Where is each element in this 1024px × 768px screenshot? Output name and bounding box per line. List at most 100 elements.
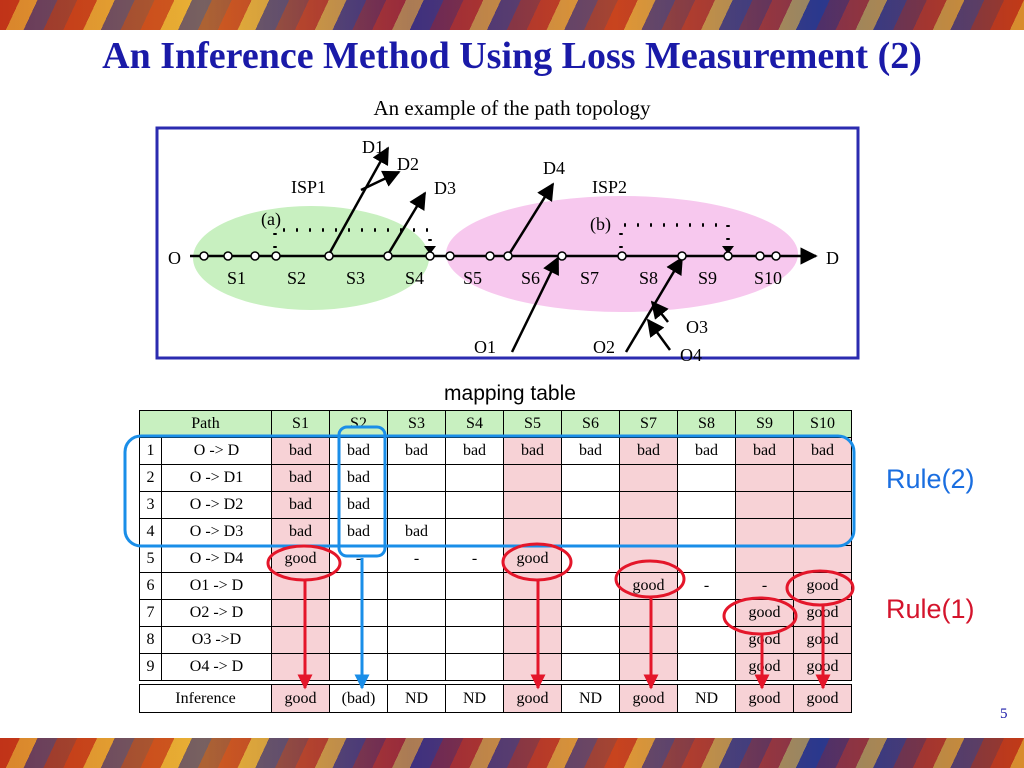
segment-label-s1: S1 <box>227 268 246 288</box>
table-cell <box>503 491 562 519</box>
table-cell <box>561 572 620 600</box>
inference-label: Inference <box>139 684 272 713</box>
table-cell <box>329 599 388 627</box>
table-cell: good <box>735 626 794 654</box>
node <box>223 251 233 261</box>
rule2-label: Rule(2) <box>886 464 975 494</box>
table-row: 8 O3 ->D good good <box>139 626 852 654</box>
table-cell <box>329 572 388 600</box>
row-number: 6 <box>139 572 162 600</box>
header-s5: S5 <box>503 410 562 438</box>
table-cell: good <box>271 545 330 573</box>
table-cell <box>677 545 736 573</box>
table-cell <box>387 653 446 681</box>
table-cell: - <box>387 545 446 573</box>
origin-label-o2: O2 <box>593 337 615 357</box>
node <box>771 251 781 261</box>
table-cell <box>387 599 446 627</box>
row-path: O2 -> D <box>161 599 272 627</box>
marker-label-a: (a) <box>261 209 281 230</box>
branch-from-o4 <box>646 318 672 351</box>
table-cell <box>445 518 504 546</box>
table-cell <box>793 464 852 492</box>
decorative-top-band <box>0 0 1024 30</box>
node <box>617 251 627 261</box>
row-path: O -> D3 <box>161 518 272 546</box>
row-path: O -> D1 <box>161 464 272 492</box>
node <box>485 251 495 261</box>
measurement-path-a <box>273 228 432 249</box>
table-cell <box>503 518 562 546</box>
segment-label-s4: S4 <box>405 268 424 288</box>
path-nodes <box>199 251 781 261</box>
row-path: O -> D4 <box>161 545 272 573</box>
table-cell <box>735 545 794 573</box>
table-cell: bad <box>677 437 736 465</box>
marker-label-b: (b) <box>590 214 611 235</box>
inference-cell: good <box>735 684 794 713</box>
table-cell <box>735 518 794 546</box>
row-number: 8 <box>139 626 162 654</box>
table-cell <box>735 464 794 492</box>
table-cell <box>271 653 330 681</box>
table-cell: bad <box>271 491 330 519</box>
table-cell <box>677 653 736 681</box>
table-cell <box>387 464 446 492</box>
table-cell <box>619 545 678 573</box>
table-cell: good <box>735 599 794 627</box>
destination-label: D <box>826 248 839 268</box>
inference-cell: ND <box>387 684 446 713</box>
table-cell: bad <box>329 518 388 546</box>
segment-label-s6: S6 <box>521 268 540 288</box>
table-cell <box>329 626 388 654</box>
header-s9: S9 <box>735 410 794 438</box>
branch-to-d2 <box>360 170 401 192</box>
table-cell: good <box>793 599 852 627</box>
table-cell <box>387 491 446 519</box>
table-cell <box>619 626 678 654</box>
table-cell <box>445 626 504 654</box>
node <box>503 251 513 261</box>
row-number: 7 <box>139 599 162 627</box>
table-cell <box>677 464 736 492</box>
header-s7: S7 <box>619 410 678 438</box>
inference-cell: good <box>793 684 852 713</box>
table-cell: bad <box>271 464 330 492</box>
table-cell: bad <box>735 437 794 465</box>
table-cell: good <box>793 626 852 654</box>
measurement-arrow-a <box>424 246 436 254</box>
node <box>383 251 393 261</box>
header-s10: S10 <box>793 410 852 438</box>
table-cell <box>445 599 504 627</box>
table-cell <box>561 464 620 492</box>
branch-to-d1 <box>326 146 390 257</box>
table-cell <box>387 626 446 654</box>
inference-cell: good <box>271 684 330 713</box>
table-cell <box>445 491 504 519</box>
rule1-label: Rule(1) <box>886 594 975 624</box>
slide-title: An Inference Method Using Loss Measureme… <box>102 35 922 77</box>
header-s8: S8 <box>677 410 736 438</box>
dest-label-d4: D4 <box>543 158 565 178</box>
table-cell: bad <box>387 518 446 546</box>
node <box>723 251 733 261</box>
dest-label-d3: D3 <box>434 178 456 198</box>
table-cell <box>445 464 504 492</box>
topology-caption: An example of the path topology <box>373 96 651 120</box>
isp1-region <box>193 206 429 310</box>
table-cell <box>619 518 678 546</box>
row-path: O1 -> D <box>161 572 272 600</box>
segment-label-s3: S3 <box>346 268 365 288</box>
node <box>755 251 765 261</box>
table-cell <box>561 545 620 573</box>
table-cell: bad <box>329 437 388 465</box>
branch-to-d3 <box>385 191 427 257</box>
table-cell <box>387 572 446 600</box>
measurement-arrow-b <box>722 246 734 254</box>
segment-label-s5: S5 <box>463 268 482 288</box>
table-cell <box>677 599 736 627</box>
segment-label-s10: S10 <box>754 268 782 288</box>
table-cell <box>503 626 562 654</box>
